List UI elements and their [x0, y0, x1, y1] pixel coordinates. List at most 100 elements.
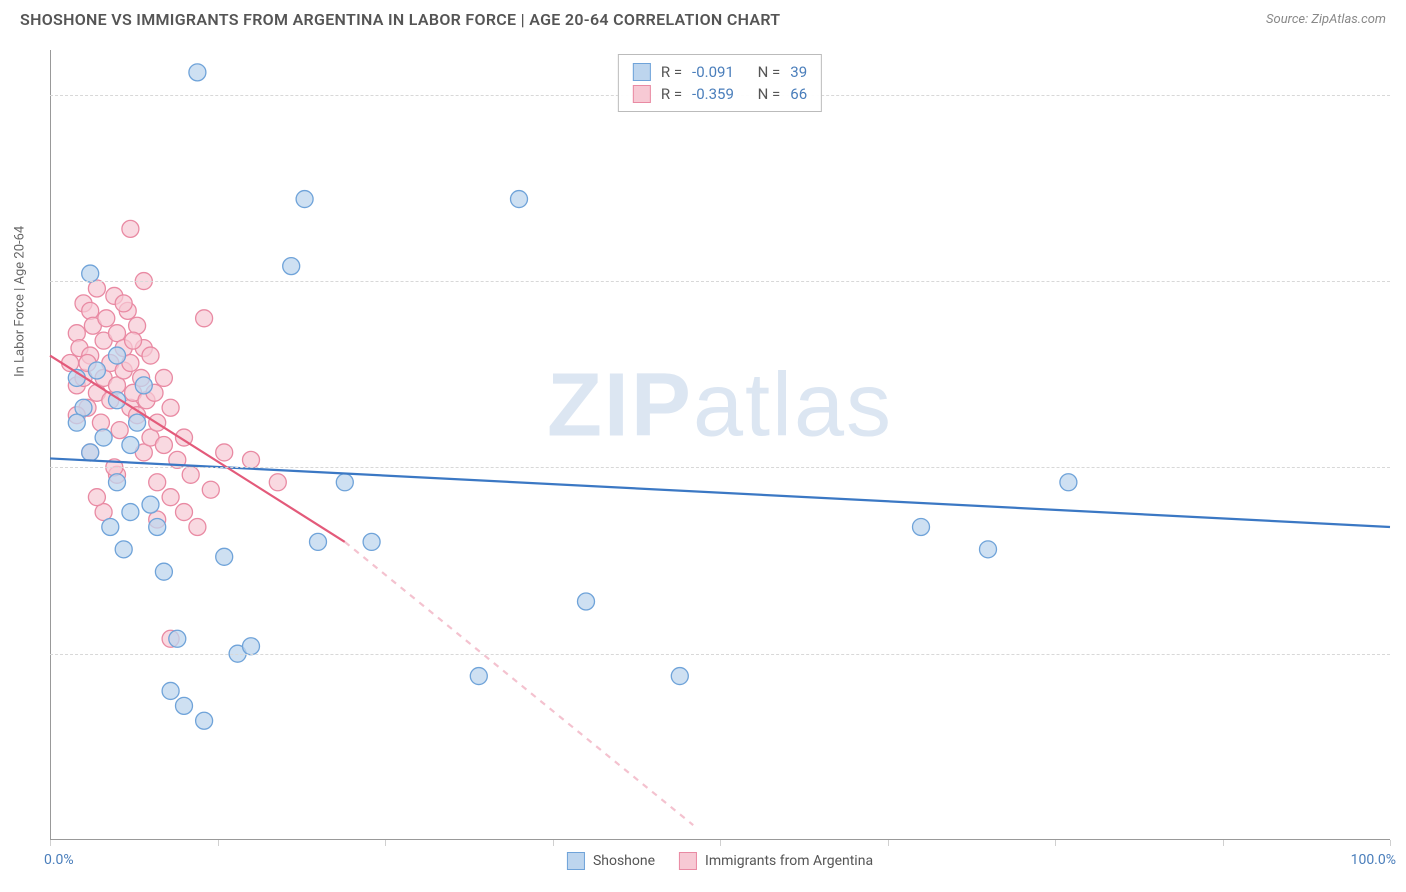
scatter-point	[162, 489, 179, 506]
scatter-point	[155, 369, 172, 386]
gridline	[50, 654, 1390, 655]
scatter-point	[82, 444, 99, 461]
scatter-point	[980, 541, 997, 558]
scatter-point	[125, 332, 142, 349]
scatter-point	[142, 347, 159, 364]
scatter-point	[176, 504, 193, 521]
scatter-point	[129, 414, 146, 431]
series-label-argentina: Immigrants from Argentina	[705, 853, 873, 869]
chart-container: In Labor Force | Age 20-64 ZIPatlas 62.5…	[50, 50, 1390, 840]
header: SHOSHONE VS IMMIGRANTS FROM ARGENTINA IN…	[0, 0, 1406, 37]
trend-line	[345, 542, 693, 825]
scatter-point	[149, 518, 166, 535]
scatter-point	[243, 638, 260, 655]
n-label: N =	[758, 63, 781, 81]
scatter-point	[296, 191, 313, 208]
r-value-shoshone: -0.091	[692, 63, 734, 81]
scatter-point	[155, 563, 172, 580]
scatter-point	[155, 437, 172, 454]
scatter-point	[135, 377, 152, 394]
trend-line	[50, 458, 1390, 527]
scatter-point	[149, 474, 166, 491]
n-value-argentina: 66	[790, 85, 807, 103]
scatter-point	[671, 668, 688, 685]
scatter-point	[189, 64, 206, 81]
r-label: R =	[661, 63, 682, 81]
scatter-point	[68, 325, 85, 342]
scatter-point	[115, 295, 132, 312]
scatter-point	[122, 220, 139, 237]
series-legend-shoshone: Shoshone	[567, 852, 655, 870]
scatter-point	[196, 712, 213, 729]
x-axis-label-min: 0.0%	[44, 852, 74, 868]
scatter-point	[129, 317, 146, 334]
scatter-point	[216, 444, 233, 461]
series-label-shoshone: Shoshone	[593, 853, 655, 869]
scatter-point	[169, 630, 186, 647]
x-tick	[385, 840, 386, 846]
scatter-point	[913, 518, 930, 535]
x-tick	[218, 840, 219, 846]
plot-svg	[50, 50, 1390, 840]
legend-row-argentina: R = -0.359 N = 66	[633, 83, 807, 105]
scatter-point	[162, 399, 179, 416]
scatter-point	[102, 518, 119, 535]
swatch-argentina	[633, 85, 651, 103]
scatter-point	[162, 682, 179, 699]
y-tick-label: 87.5%	[1400, 273, 1406, 289]
r-value-argentina: -0.359	[692, 85, 734, 103]
y-axis-label: In Labor Force | Age 20-64	[13, 226, 28, 377]
scatter-point	[470, 668, 487, 685]
source-attribution: Source: ZipAtlas.com	[1266, 12, 1386, 27]
scatter-point	[336, 474, 353, 491]
scatter-point	[122, 504, 139, 521]
scatter-point	[88, 362, 105, 379]
scatter-point	[92, 414, 109, 431]
x-tick	[720, 840, 721, 846]
x-tick	[1223, 840, 1224, 846]
scatter-point	[82, 302, 99, 319]
scatter-point	[363, 533, 380, 550]
scatter-point	[176, 697, 193, 714]
plot-area	[50, 50, 1390, 840]
scatter-point	[216, 548, 233, 565]
scatter-point	[269, 474, 286, 491]
x-tick	[1390, 840, 1391, 846]
scatter-point	[243, 451, 260, 468]
x-tick	[888, 840, 889, 846]
scatter-point	[196, 310, 213, 327]
n-value-shoshone: 39	[790, 63, 807, 81]
x-axis-label-max: 100.0%	[1351, 852, 1396, 868]
scatter-point	[95, 429, 112, 446]
x-tick	[1055, 840, 1056, 846]
scatter-point	[122, 437, 139, 454]
x-tick	[50, 840, 51, 846]
gridline	[50, 467, 1390, 468]
scatter-point	[109, 347, 126, 364]
n-label-2: N =	[758, 85, 781, 103]
swatch-shoshone-2	[567, 852, 585, 870]
scatter-point	[115, 541, 132, 558]
scatter-point	[578, 593, 595, 610]
y-tick-label: 62.5%	[1400, 646, 1406, 662]
scatter-point	[88, 489, 105, 506]
legend-row-shoshone: R = -0.091 N = 39	[633, 61, 807, 83]
scatter-point	[182, 466, 199, 483]
scatter-point	[82, 265, 99, 282]
scatter-point	[1060, 474, 1077, 491]
x-tick	[553, 840, 554, 846]
scatter-point	[109, 474, 126, 491]
scatter-point	[189, 518, 206, 535]
series-legend-argentina: Immigrants from Argentina	[679, 852, 873, 870]
scatter-point	[310, 533, 327, 550]
scatter-point	[142, 496, 159, 513]
gridline	[50, 281, 1390, 282]
r-label-2: R =	[661, 85, 682, 103]
chart-title: SHOSHONE VS IMMIGRANTS FROM ARGENTINA IN…	[20, 10, 780, 29]
scatter-point	[68, 414, 85, 431]
scatter-point	[98, 310, 115, 327]
scatter-point	[283, 258, 300, 275]
scatter-point	[111, 422, 128, 439]
scatter-point	[511, 191, 528, 208]
swatch-shoshone	[633, 63, 651, 81]
